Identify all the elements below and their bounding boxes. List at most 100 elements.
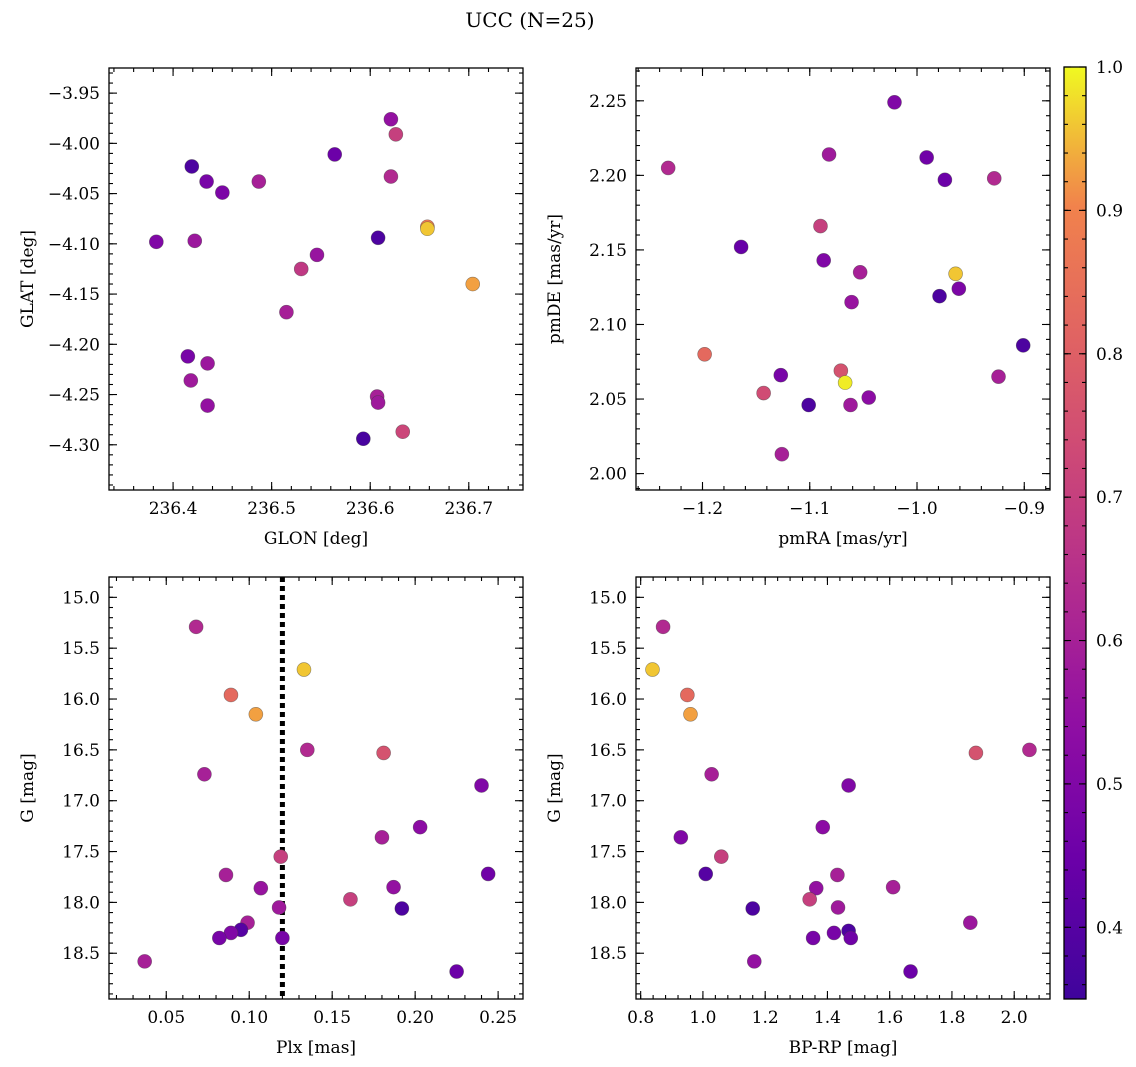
bprp-g-point — [830, 900, 846, 915]
glon-glat-point — [200, 356, 215, 371]
glon-glat-point — [327, 147, 343, 162]
plx-g-ytick-label: 15.5 — [62, 639, 100, 659]
pmra-pmde-ytick-label: 2.20 — [589, 166, 627, 186]
plx-g-point — [343, 892, 358, 907]
pmra-pmde-point — [844, 294, 859, 310]
bprp-g-xtick-label: 1.4 — [814, 1008, 841, 1028]
pmra-pmde-xtick-label: −1.2 — [682, 499, 723, 519]
pmra-pmde-point — [852, 264, 868, 280]
glon-glat-point — [279, 304, 294, 320]
bprp-g-point — [704, 766, 719, 782]
bprp-g-point — [746, 954, 762, 969]
bprp-g-point — [830, 867, 845, 883]
pmra-pmde-point — [697, 347, 712, 362]
bprp-g-point — [843, 930, 859, 946]
figure-title: UCC (N=25) — [465, 8, 594, 32]
pmra-pmde-point — [756, 385, 771, 401]
glon-glat-ytick-label: −4.25 — [48, 386, 100, 406]
plx-g-point — [248, 706, 264, 722]
plx-g-point — [374, 830, 390, 845]
glon-glat-point — [149, 234, 164, 250]
glon-glat-point — [180, 349, 196, 364]
plx-g-xtick-label: 0.25 — [479, 1008, 517, 1028]
plx-g-point — [271, 900, 287, 915]
bprp-g-xtick-label: 1.2 — [752, 1008, 779, 1028]
panel-bprp-g: 0.8 1.0 1.2 1.4 1.6 1.8 2.0 15.0 15.5 16.0 16.5 17.… — [545, 576, 1051, 1058]
bprp-g-ytick-label: 17.0 — [589, 792, 627, 812]
bprp-g-point — [698, 866, 714, 882]
plx-g-point — [412, 819, 428, 835]
bprp-g-ytick-label: 16.0 — [589, 690, 627, 710]
panel-pmra-pmde: −1.2 −1.1 −1.0 −0.9 2.00 2.05 2.10 2.15 2.20 2.25… — [545, 67, 1051, 549]
bprp-g-xlabel: BP-RP [mag] — [789, 1038, 898, 1058]
glon-glat-point — [388, 127, 404, 142]
pmra-pmde-point — [948, 266, 963, 282]
plx-g-xtick-label: 0.15 — [313, 1008, 351, 1028]
plx-g-ylabel: G [mag] — [18, 753, 38, 822]
glon-glat-axes-frame — [108, 67, 524, 491]
pmra-pmde-point — [843, 397, 858, 413]
pmra-pmde-point — [986, 171, 1002, 186]
pmra-pmde-xlabel: pmRA [mas/yr] — [778, 529, 907, 549]
pmra-pmde-point — [991, 369, 1006, 384]
glon-glat-ytick-label: −4.30 — [48, 436, 100, 456]
pmra-pmde-point — [660, 160, 676, 176]
colorbar-gradient — [1063, 66, 1087, 1000]
plx-g-ytick-label: 17.0 — [62, 792, 100, 812]
glon-glat-ytick-label: −4.15 — [48, 285, 100, 305]
pmra-pmde-point — [861, 390, 877, 405]
bprp-g-point — [808, 880, 824, 896]
plx-g-point — [253, 880, 269, 896]
bprp-g-ytick-label: 16.5 — [589, 741, 627, 761]
panel-plx-g: 0.05 0.10 0.15 0.20 0.25 15.0 15.5 16.0 16.5 17.0… — [18, 576, 524, 1058]
plx-g-point — [218, 867, 234, 883]
pmra-pmde-point — [951, 281, 967, 296]
bprp-g-point — [885, 879, 901, 895]
glon-glat-point — [215, 185, 230, 200]
glon-glat-ytick-label: −4.00 — [48, 134, 100, 154]
colorbar: 0.4 0.5 0.6 0.7 0.8 0.9 1.0 — [1063, 58, 1123, 1000]
bprp-g-xtick-label: 1.6 — [876, 1008, 903, 1028]
colorbar-tick-label: 0.4 — [1096, 918, 1123, 938]
pmra-pmde-point — [773, 367, 789, 383]
glon-glat-ytick-label: −3.95 — [48, 84, 100, 104]
pmra-pmde-point — [837, 375, 853, 390]
bprp-g-point — [745, 901, 761, 916]
bprp-g-ytick-label: 15.5 — [589, 639, 627, 659]
glon-glat-xtick-label: 236.5 — [247, 499, 296, 519]
pmra-pmde-ytick-label: 2.05 — [589, 390, 627, 410]
glon-glat-point — [395, 424, 411, 440]
bprp-g-point — [680, 687, 695, 703]
bprp-g-axes-frame — [635, 576, 1051, 1000]
plx-g-point — [212, 930, 227, 946]
colorbar-tick-label: 0.6 — [1096, 632, 1123, 652]
plx-g-ytick-label: 18.5 — [62, 944, 100, 964]
bprp-g-xtick-label: 2.0 — [1001, 1008, 1028, 1028]
plx-g-ytick-label: 17.5 — [62, 843, 100, 863]
glon-glat-point — [370, 395, 386, 410]
plx-g-point — [394, 901, 410, 916]
colorbar-tick-label: 0.8 — [1096, 345, 1123, 365]
bprp-g-point — [815, 819, 831, 835]
glon-glat-ylabel: GLAT [deg] — [18, 230, 38, 328]
bprp-g-xtick-label: 1.8 — [938, 1008, 965, 1028]
plx-g-point — [188, 619, 204, 635]
bprp-g-point — [968, 745, 984, 761]
plx-g-xtick-label: 0.10 — [230, 1008, 268, 1028]
glon-glat-point — [370, 230, 386, 246]
bprp-g-point — [1022, 742, 1037, 758]
glon-glat-point — [309, 247, 325, 263]
plx-g-xtick-label: 0.20 — [396, 1008, 434, 1028]
glon-glat-xtick-label: 236.7 — [444, 499, 493, 519]
plx-g-point — [137, 954, 152, 969]
plx-g-point — [449, 964, 464, 979]
bprp-g-xtick-label: 0.8 — [627, 1008, 654, 1028]
plx-g-xtick-label: 0.05 — [147, 1008, 185, 1028]
plx-g-point — [474, 778, 489, 793]
pmra-pmde-xtick-label: −1.0 — [896, 499, 937, 519]
plx-g-point — [296, 662, 312, 677]
colorbar-tick-label: 1.0 — [1096, 58, 1123, 78]
pmra-pmde-axes-frame — [635, 67, 1051, 491]
pmra-pmde-xtick-label: −0.9 — [1004, 499, 1045, 519]
glon-glat-xlabel: GLON [deg] — [264, 529, 368, 549]
